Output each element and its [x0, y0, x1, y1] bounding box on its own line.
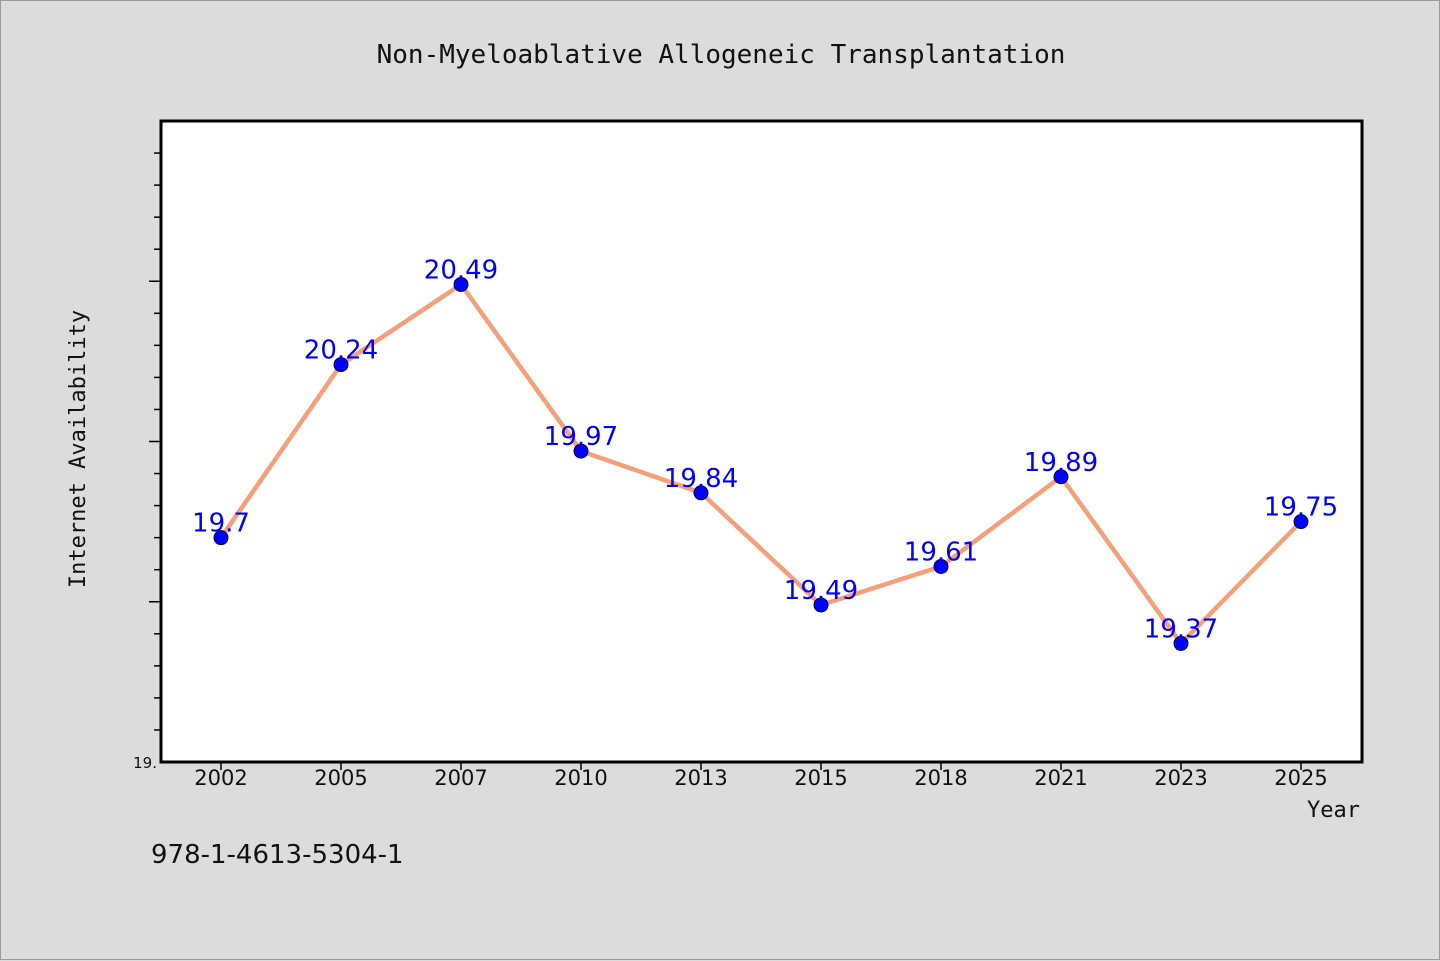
- data-point: [1173, 635, 1189, 651]
- data-point: [933, 558, 949, 574]
- x-tick-label: 2023: [1154, 766, 1207, 790]
- data-label-layer: 19.7 20.24 20.49 19.97 19.84 19.49 19.61 19.89 1…: [192, 255, 1338, 644]
- y-tick-label: 19.: [133, 754, 157, 772]
- series-layer: [213, 276, 1309, 651]
- data-label: 20.49: [424, 255, 498, 285]
- data-point: [813, 597, 829, 613]
- data-point: [1293, 514, 1309, 530]
- data-point: [573, 443, 589, 459]
- x-tick-label: 2015: [794, 766, 847, 790]
- x-tick-label: 2021: [1034, 766, 1087, 790]
- data-point: [693, 485, 709, 501]
- data-label: 20.24: [304, 336, 378, 366]
- x-tick-label: 2007: [434, 766, 487, 790]
- x-tick-label: 2010: [554, 766, 607, 790]
- chart-title: Non-Myeloablative Allogeneic Transplanta…: [377, 40, 1066, 70]
- x-tick-label: 2002: [194, 766, 247, 790]
- y-axis-label: Internet Availability: [66, 310, 91, 588]
- series-line: [219, 282, 1303, 646]
- data-point: [333, 357, 349, 373]
- x-tick-label: 2025: [1274, 766, 1327, 790]
- data-label: 19.89: [1024, 448, 1098, 478]
- x-tick-label: 2013: [674, 766, 727, 790]
- isbn-footer-text: 978-1-4613-5304-1: [151, 840, 404, 870]
- data-point: [453, 276, 469, 292]
- x-axis-label: Year: [1307, 798, 1360, 823]
- data-point: [1053, 469, 1069, 485]
- plot-area: [159, 119, 1364, 764]
- data-label: 19.37: [1144, 614, 1218, 644]
- y-axis-ticks: 19.: [133, 152, 161, 772]
- data-label: 19.7: [192, 509, 250, 539]
- data-label: 19.75: [1264, 493, 1338, 523]
- data-label: 19.61: [904, 537, 978, 567]
- data-point: [213, 530, 229, 546]
- data-label: 19.49: [784, 576, 858, 606]
- data-label: 19.84: [664, 464, 738, 494]
- data-label: 19.97: [544, 422, 618, 452]
- x-tick-label: 2005: [314, 766, 367, 790]
- x-tick-label: 2018: [914, 766, 967, 790]
- x-axis-ticks: 2002 2005 2007 2010 2013 2015 2018 2021 2023 2025: [194, 762, 1328, 790]
